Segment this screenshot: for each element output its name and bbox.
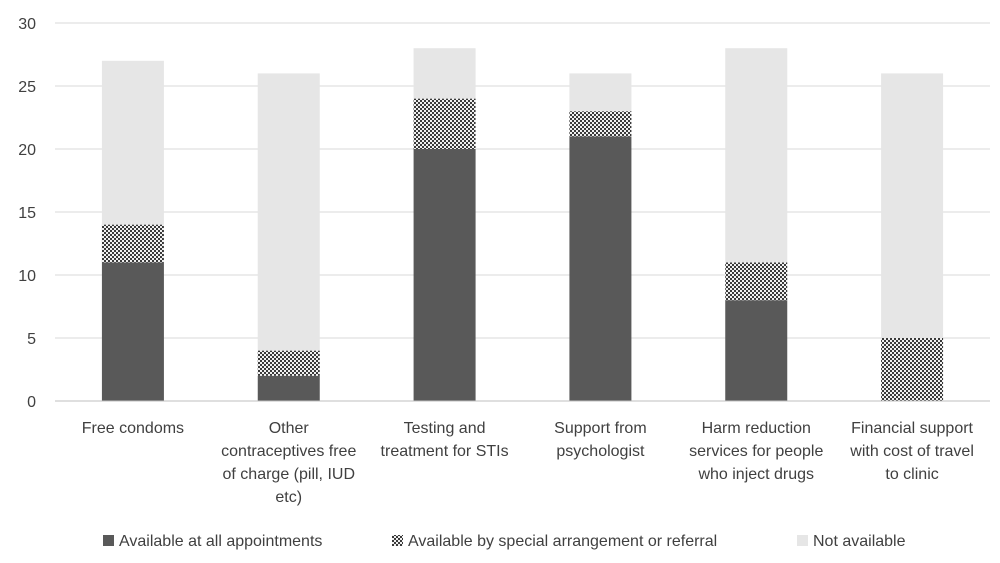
category-label: treatment for STIs [381,443,509,460]
category-labels: Free condoms Other contraceptives free of c… [82,420,974,506]
bar-segment [725,262,788,301]
bar-segment [257,350,320,376]
category-label: Harm reduction [702,420,811,437]
legend-label: Available by special arrangement or refe… [408,533,717,550]
category-label: etc) [275,489,302,506]
category-label: to clinic [885,466,938,483]
category-label: with cost of travel [849,443,974,460]
bars [101,48,944,401]
bar-segment [881,338,944,401]
gridlines [55,22,990,339]
y-axis-tick-labels: 0 5 10 15 20 25 30 [18,16,36,411]
y-tick-label: 5 [27,331,36,348]
bar-segment [569,111,632,137]
category-label: psychologist [556,443,645,460]
y-tick-label: 10 [18,268,36,285]
legend-label: Available at all appointments [119,533,322,550]
legend-swatch [392,535,403,546]
category-label: services for people [689,443,823,460]
category-label: who inject drugs [697,466,814,483]
legend-swatch [797,535,808,546]
y-tick-label: 0 [27,394,36,411]
y-tick-label: 30 [18,16,36,33]
category-label: Testing and [404,420,486,437]
bar-segment [569,136,632,401]
category-label: Financial support [851,420,973,437]
bar-segment [725,300,788,401]
bar-segment [257,73,320,351]
legend-label: Not available [813,533,906,550]
bar-segment [101,262,164,401]
category-label: of charge (pill, IUD [223,466,356,483]
y-tick-label: 15 [18,205,36,222]
bar-segment [413,48,476,99]
bar-segment [413,98,476,149]
bar-segment [101,60,164,225]
bar-segment [569,73,632,112]
bar-segment [101,224,164,263]
category-label: Other [269,420,310,437]
category-label: Support from [554,420,646,437]
bar-segment [257,375,320,401]
legend-swatch [103,535,114,546]
y-tick-label: 20 [18,142,36,159]
bar-segment [413,149,476,401]
category-label: contraceptives free [221,443,356,460]
legend: Available at all appointments Available b… [103,533,906,550]
bar-segment [725,48,788,263]
category-label: Free condoms [82,420,184,437]
y-tick-label: 25 [18,79,36,96]
bar-segment [881,73,944,339]
